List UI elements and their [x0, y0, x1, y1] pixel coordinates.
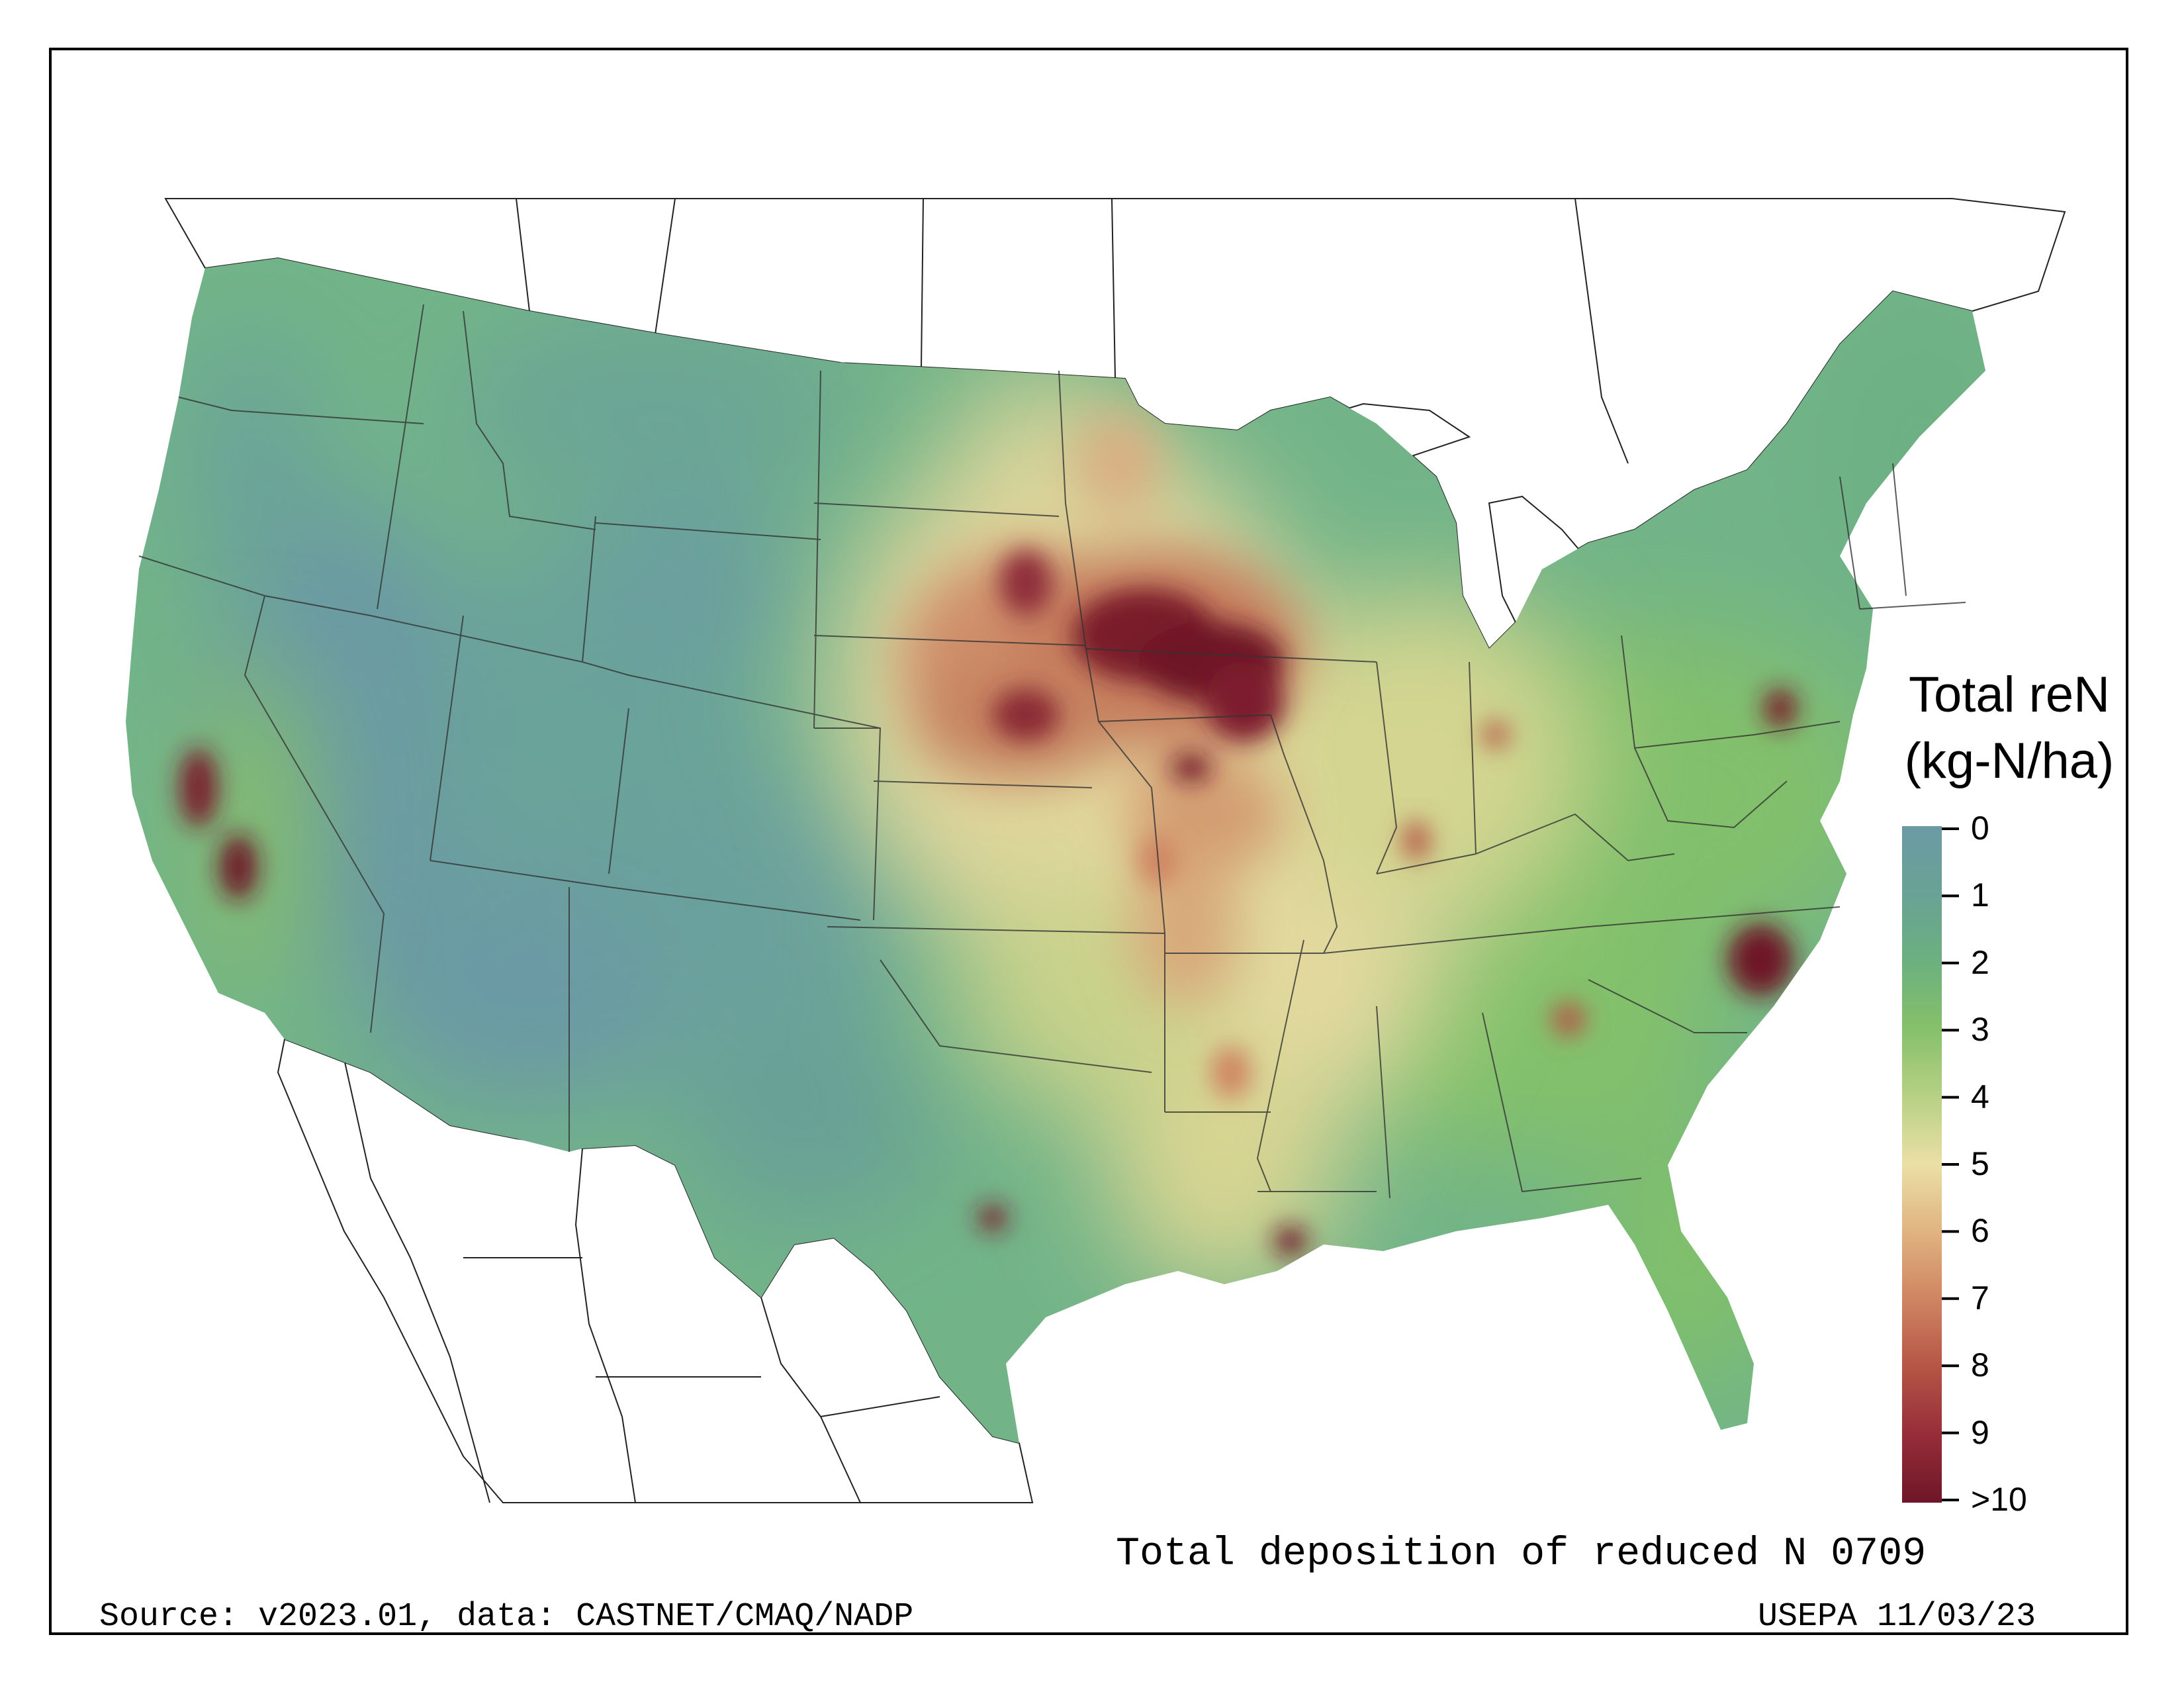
source-text: Source: v2023.01, data: CASTNET/CMAQ/NAD… [99, 1598, 914, 1636]
canada-borders [516, 198, 1629, 464]
legend-label: >10 [1971, 1481, 2027, 1518]
legend-label: 9 [1971, 1413, 1989, 1451]
legend-label: 8 [1971, 1346, 1989, 1384]
agency-date-text: USEPA 11/03/23 [1758, 1598, 2036, 1636]
map-title: Total deposition of reduced N 0709 [1116, 1532, 1927, 1577]
legend-colorbar [1902, 826, 1942, 1503]
legend-label: 1 [1971, 876, 1989, 914]
mexico-borders [343, 1058, 940, 1503]
legend-ticks [1942, 827, 1959, 1501]
legend-label: 0 [1971, 810, 1989, 847]
legend-label: 3 [1971, 1011, 1989, 1049]
legend-label: 5 [1971, 1145, 1989, 1182]
legend-label: 6 [1971, 1212, 1989, 1250]
legend-title: Total reN [1908, 667, 2111, 723]
state-borders [138, 304, 1966, 1199]
legend-units: (kg-N/ha) [1904, 733, 2115, 789]
legend-label: 4 [1971, 1078, 1989, 1115]
legend-label: 7 [1971, 1279, 1989, 1317]
legend-label: 2 [1971, 943, 1989, 981]
